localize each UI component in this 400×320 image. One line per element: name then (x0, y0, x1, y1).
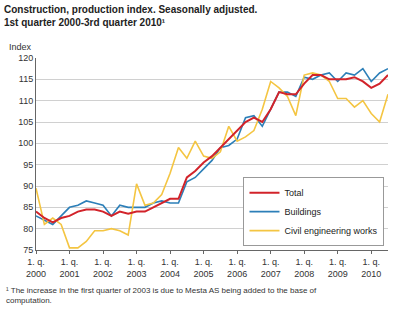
svg-text:¹ The increase in the first qu: ¹ The increase in the first quarter of 2… (6, 286, 317, 305)
svg-text:1. q.2010: 1. q.2010 (361, 257, 381, 279)
svg-text:90: 90 (23, 181, 33, 191)
svg-text:1. q.2006: 1. q.2006 (227, 257, 247, 279)
svg-text:105: 105 (18, 117, 33, 127)
svg-text:1. q.2001: 1. q.2001 (60, 257, 80, 279)
svg-text:115: 115 (19, 74, 33, 84)
svg-text:Construction, production index: Construction, production index. Seasonal… (4, 4, 258, 28)
svg-text:110: 110 (19, 96, 33, 106)
svg-text:75: 75 (23, 245, 33, 255)
svg-text:Buildings: Buildings (284, 207, 321, 217)
svg-text:1. q.2003: 1. q.2003 (127, 257, 147, 279)
svg-text:Total: Total (284, 188, 303, 198)
svg-text:1. q.2008: 1. q.2008 (294, 257, 314, 279)
svg-text:1. q.2007: 1. q.2007 (261, 257, 281, 279)
svg-text:85: 85 (23, 202, 33, 212)
svg-text:1. q.2002: 1. q.2002 (93, 257, 113, 279)
svg-text:1. q.2004: 1. q.2004 (160, 257, 180, 279)
svg-text:Index: Index (9, 42, 32, 52)
svg-text:1. q.2000: 1. q.2000 (26, 257, 46, 279)
svg-text:1. q.2005: 1. q.2005 (194, 257, 214, 279)
svg-text:100: 100 (18, 138, 33, 148)
svg-text:95: 95 (23, 160, 33, 170)
svg-text:1. q.2009: 1. q.2009 (328, 257, 348, 279)
svg-text:Civil engineering works: Civil engineering works (284, 226, 377, 236)
svg-text:80: 80 (23, 224, 33, 234)
svg-text:120: 120 (18, 53, 33, 63)
